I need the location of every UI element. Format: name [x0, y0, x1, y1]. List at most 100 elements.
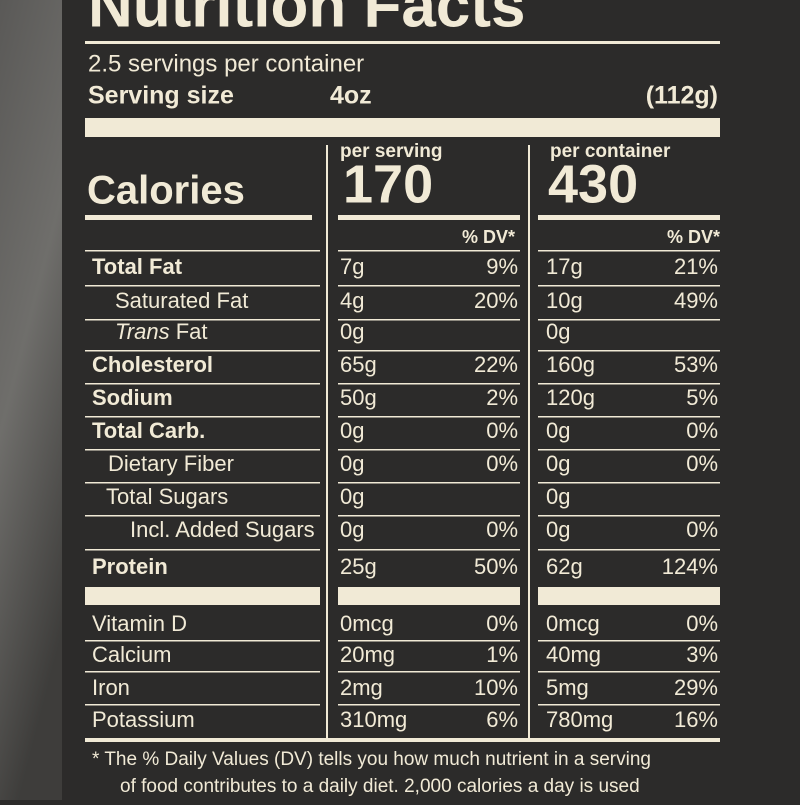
rule [85, 41, 720, 44]
serving-dv: 50% [474, 554, 518, 579]
nutrient-name-italic: Trans [115, 319, 170, 344]
container-amount: 160g [546, 352, 595, 377]
row-rule [338, 671, 520, 673]
container-dv: 0% [686, 418, 718, 443]
calories-container: 430 [548, 154, 638, 214]
dv-header: % DV* [462, 227, 515, 247]
container-dv: 124% [662, 554, 718, 579]
rule [85, 215, 312, 220]
container-dv: 0% [686, 517, 718, 542]
serving-dv: 6% [486, 707, 518, 732]
serving-amount: 20mg [340, 642, 395, 667]
serving-amount: 0mcg [340, 611, 394, 636]
serving-amount: 7g [340, 254, 364, 279]
rule [85, 738, 720, 742]
nutrient-name: Total Carb. [92, 418, 205, 443]
row-rule [338, 515, 520, 517]
per-container-label: per container [550, 141, 671, 162]
container-amount: 5mg [546, 675, 589, 700]
row-rule [538, 383, 720, 385]
nutrient-name: Trans Fat [115, 319, 208, 344]
container-dv: 0% [686, 611, 718, 636]
row-rule [85, 549, 320, 551]
footnote: of food contributes to a daily diet. 2,0… [120, 776, 640, 797]
container-dv: 53% [674, 352, 718, 377]
row-rule [538, 640, 720, 642]
row-rule [85, 482, 320, 484]
nutrient-name-rest: Fat [170, 319, 208, 344]
nutrient-name: Total Sugars [106, 484, 228, 509]
serving-amount: 310mg [340, 707, 407, 732]
rule [538, 215, 720, 220]
calories-label: Calories [87, 169, 245, 213]
row-rule [85, 350, 320, 352]
serving-amount: 2mg [340, 675, 383, 700]
row-rule [538, 449, 720, 451]
rule [338, 215, 520, 220]
column-divider [528, 145, 530, 740]
row-rule [85, 704, 320, 706]
row-rule [538, 482, 720, 484]
row-rule [338, 549, 520, 551]
container-amount: 62g [546, 554, 583, 579]
row-rule [338, 416, 520, 418]
serving-weight: (112g) [646, 82, 718, 110]
nutrient-name: Saturated Fat [115, 288, 248, 313]
row-rule [538, 416, 720, 418]
container-amount: 780mg [546, 707, 613, 732]
thick-bar [538, 587, 720, 605]
serving-dv: 10% [474, 675, 518, 700]
thick-bar [85, 587, 320, 605]
row-rule [338, 285, 520, 287]
row-rule [85, 671, 320, 673]
nutrient-name: Iron [92, 675, 130, 700]
container-amount: 40mg [546, 642, 601, 667]
row-rule [538, 704, 720, 706]
serving-amount: 0g [340, 418, 364, 443]
container-amount: 0g [546, 484, 570, 509]
container-dv: 16% [674, 707, 718, 732]
row-rule [538, 350, 720, 352]
row-rule [85, 383, 320, 385]
container-dv: 21% [674, 254, 718, 279]
serving-dv: 0% [486, 451, 518, 476]
row-rule [338, 319, 520, 321]
row-rule [538, 250, 720, 252]
row-rule [538, 285, 720, 287]
nutrient-name: Potassium [92, 707, 195, 732]
row-rule [338, 449, 520, 451]
nutrient-name: Incl. Added Sugars [130, 517, 315, 542]
serving-amount: 0g [340, 319, 364, 344]
nutrient-name: Dietary Fiber [108, 451, 234, 476]
column-divider [326, 145, 328, 740]
serving-size-label: Serving size [88, 82, 234, 110]
row-rule [538, 671, 720, 673]
calories-serving: 170 [343, 154, 433, 214]
serving-amount: 0g [340, 451, 364, 476]
container-dv: 29% [674, 675, 718, 700]
row-rule [538, 515, 720, 517]
row-rule [85, 250, 320, 252]
row-rule [85, 319, 320, 321]
dv-header: % DV* [667, 227, 720, 247]
serving-amount: 0g [340, 517, 364, 542]
row-rule [538, 549, 720, 551]
serving-size: 4oz [330, 82, 372, 110]
row-rule [338, 704, 520, 706]
row-rule [85, 515, 320, 517]
container-amount: 120g [546, 385, 595, 410]
container-amount: 0g [546, 451, 570, 476]
serving-dv: 20% [474, 288, 518, 313]
serving-dv: 22% [474, 352, 518, 377]
serving-dv: 0% [486, 517, 518, 542]
container-amount: 0g [546, 418, 570, 443]
serving-dv: 1% [486, 642, 518, 667]
thick-bar [85, 118, 720, 137]
row-rule [85, 416, 320, 418]
footnote: * The % Daily Values (DV) tells you how … [92, 749, 651, 770]
serving-amount: 65g [340, 352, 377, 377]
row-rule [538, 319, 720, 321]
nutrient-name: Calcium [92, 642, 171, 667]
serving-amount: 4g [340, 288, 364, 313]
row-rule [338, 640, 520, 642]
